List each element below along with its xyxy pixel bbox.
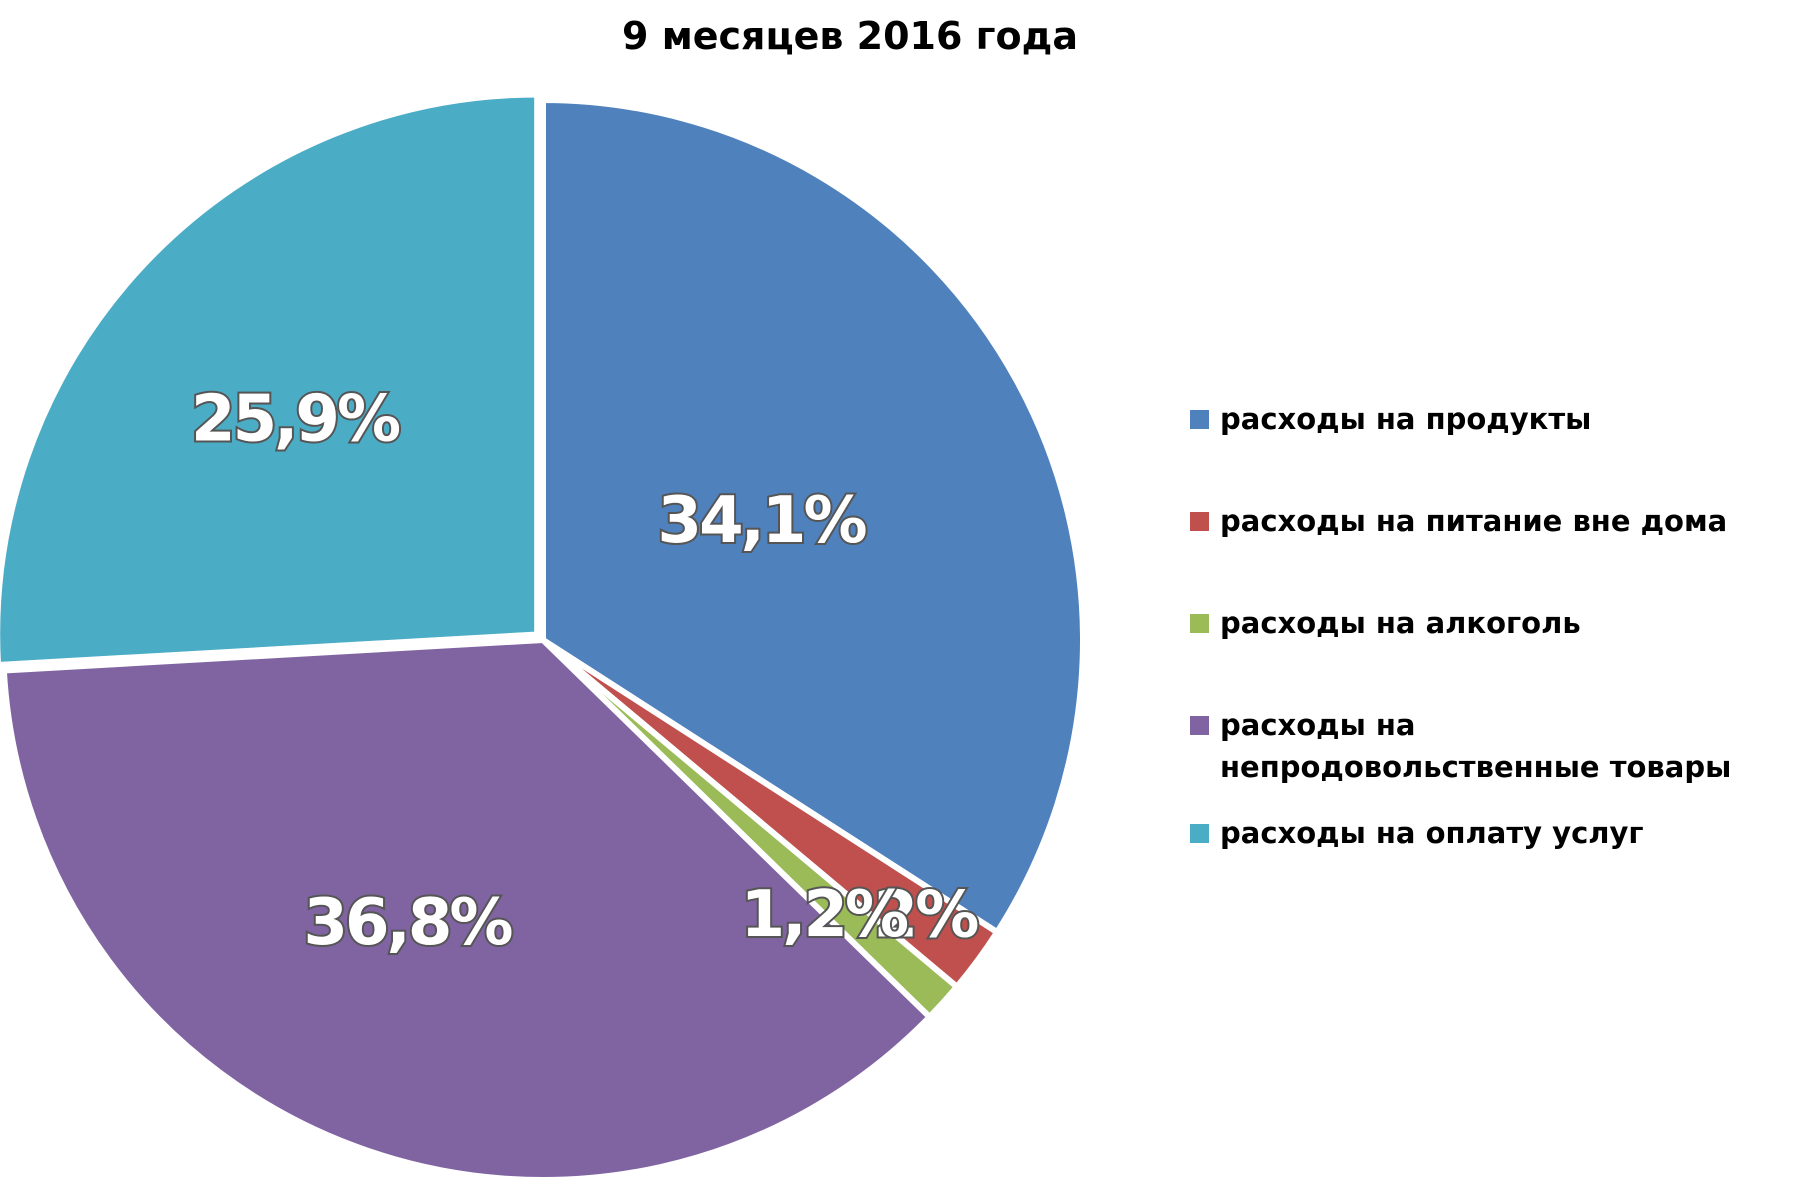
legend-item-3: расходы на непродовольственные товары (1190, 704, 1790, 788)
pie-labels: 34,1% 2%1,2% 36,8% 25,9% (189, 380, 983, 962)
legend-item-0: расходы на продукты (1190, 398, 1790, 440)
legend-item-2: расходы на алкоголь (1190, 602, 1790, 644)
legend-swatch-1 (1190, 512, 1209, 531)
slice-label-3: 36,8% (303, 886, 512, 960)
legend-swatch-0 (1190, 410, 1209, 429)
legend-label-2: расходы на алкоголь (1220, 606, 1581, 640)
pie-chart: 34,1% 2%1,2% 36,8% 25,9% (0, 91, 1086, 1183)
slice-label-4: 25,9% (191, 382, 400, 456)
slice-label-0: 34,1% (658, 484, 867, 558)
pie-slices (0, 91, 1086, 1183)
legend-item-4: расходы на оплату услуг (1190, 812, 1790, 854)
legend-label-3: расходы на непродовольственные товары (1220, 708, 1732, 784)
legend-swatch-3 (1190, 716, 1209, 735)
legend-swatch-2 (1190, 614, 1209, 633)
slice-label-1: 2% (874, 878, 979, 952)
chart-title: 9 месяцев 2016 года (622, 14, 1078, 58)
legend-swatch-4 (1190, 824, 1209, 843)
pie-slice-4 (0, 91, 541, 668)
legend-item-1: расходы на питание вне дома (1190, 500, 1790, 542)
legend-label-0: расходы на продукты (1220, 402, 1592, 436)
pie-slice-3 (0, 637, 933, 1183)
legend-label-4: расходы на оплату услуг (1220, 816, 1644, 850)
slice-label-2: 1,2% (741, 878, 908, 952)
legend-label-1: расходы на питание вне дома (1220, 504, 1728, 538)
legend: расходы на продукты расходы на питание вн… (1190, 398, 1790, 854)
